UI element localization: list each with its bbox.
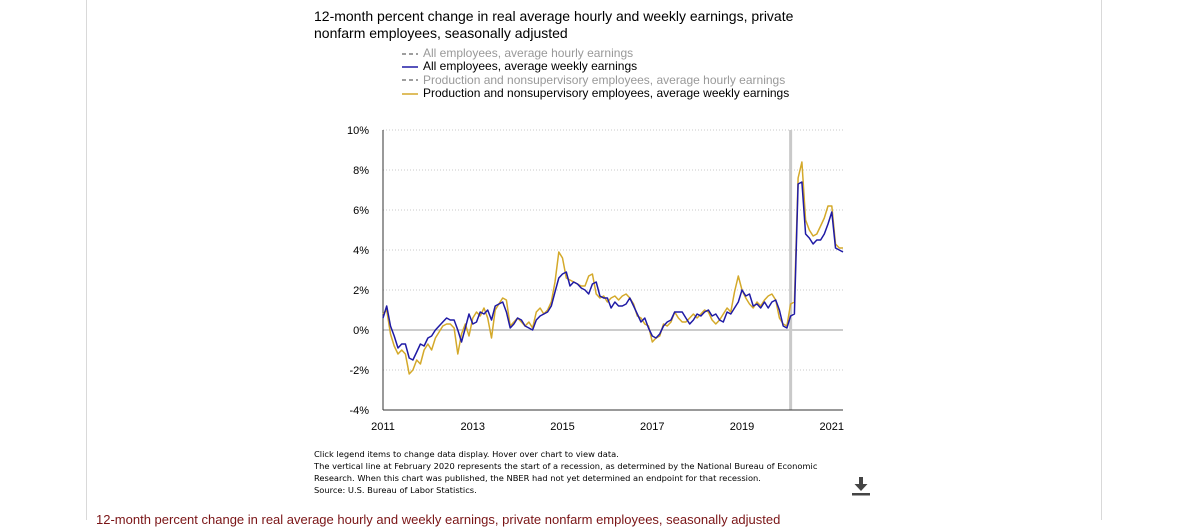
data-series	[382, 161, 844, 375]
y-tick-label: 6%	[353, 205, 369, 217]
legend-label-all-weekly: All employees, average weekly earnings	[423, 59, 638, 74]
x-tick-label: 2013	[461, 421, 485, 433]
legend-item-production-weekly[interactable]: Production and nonsupervisory employees,…	[402, 85, 790, 100]
line-chart[interactable]: -4% -2% 0% 2% 4% 6% 8% 10% 2011 2013 2015 2017 2019 2…	[0, 0, 1192, 445]
series-line-production-weekly[interactable]	[382, 161, 843, 375]
x-tick-label: 2015	[550, 421, 574, 433]
legend-item-all-hourly[interactable]: All employees, average hourly earnings	[402, 46, 789, 60]
legend-swatch-all-weekly	[402, 66, 418, 68]
page-frame-left	[86, 0, 87, 520]
legend-label-production-hourly: Production and nonsupervisory employees,…	[423, 72, 786, 87]
y-tick-label: -4%	[349, 405, 369, 417]
legend-item-all-weekly[interactable]: All employees, average weekly earnings	[402, 59, 789, 74]
chart-title: 12-month percent change in real average …	[314, 8, 794, 41]
y-tick-label: 8%	[353, 165, 369, 177]
legend-swatch-all-hourly	[402, 52, 418, 55]
x-tick-label: 2017	[640, 421, 664, 433]
chart-legend: All employees, average hourly earnings A…	[402, 46, 790, 100]
legend-label-all-hourly: All employees, average hourly earnings	[423, 46, 634, 60]
note-source: Source: U.S. Bureau of Labor Statistics.	[314, 485, 477, 495]
legend-item-production-hourly[interactable]: Production and nonsupervisory employees,…	[402, 72, 789, 87]
y-tick-label: 0%	[353, 325, 369, 337]
page-frame-right	[1101, 0, 1102, 520]
x-tick-label: 2019	[730, 421, 754, 433]
note-instructions: Click legend items to change data displa…	[314, 449, 619, 459]
x-tick-label: 2021	[820, 421, 844, 433]
x-tick-label: 2011	[371, 421, 395, 433]
download-icon[interactable]	[849, 474, 873, 498]
legend-label-production-weekly: Production and nonsupervisory employees,…	[423, 85, 790, 100]
y-tick-label: 10%	[347, 125, 369, 137]
y-tick-label: 4%	[353, 245, 369, 257]
series-line-all-weekly[interactable]	[382, 181, 844, 361]
legend-swatch-production-weekly	[402, 92, 418, 95]
chart-notes: Click legend items to change data displa…	[314, 448, 854, 496]
note-recession: The vertical line at February 2020 repre…	[314, 461, 818, 483]
legend-swatch-production-hourly	[402, 79, 418, 81]
y-tick-label: -2%	[349, 365, 369, 377]
y-tick-label: 2%	[353, 285, 369, 297]
axes: -4% -2% 0% 2% 4% 6% 8% 10% 2011 2013 2015 2017 2019 2…	[347, 125, 844, 433]
gridlines	[383, 129, 843, 371]
